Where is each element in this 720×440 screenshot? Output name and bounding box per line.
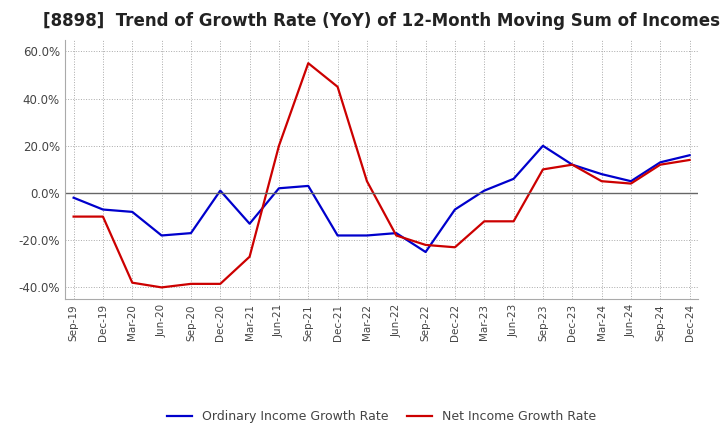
Ordinary Income Growth Rate	[480, 188, 489, 193]
Ordinary Income Growth Rate	[333, 233, 342, 238]
Ordinary Income Growth Rate	[568, 162, 577, 167]
Net Income Growth Rate	[274, 143, 283, 148]
Ordinary Income Growth Rate	[128, 209, 137, 215]
Net Income Growth Rate	[480, 219, 489, 224]
Ordinary Income Growth Rate	[99, 207, 107, 212]
Ordinary Income Growth Rate	[685, 153, 694, 158]
Net Income Growth Rate	[626, 181, 635, 186]
Net Income Growth Rate	[568, 162, 577, 167]
Ordinary Income Growth Rate	[598, 172, 606, 177]
Net Income Growth Rate	[128, 280, 137, 285]
Ordinary Income Growth Rate	[216, 188, 225, 193]
Net Income Growth Rate	[216, 281, 225, 286]
Net Income Growth Rate	[656, 162, 665, 167]
Net Income Growth Rate	[392, 233, 400, 238]
Net Income Growth Rate	[363, 179, 372, 184]
Ordinary Income Growth Rate	[363, 233, 372, 238]
Net Income Growth Rate	[509, 219, 518, 224]
Net Income Growth Rate	[69, 214, 78, 219]
Legend: Ordinary Income Growth Rate, Net Income Growth Rate: Ordinary Income Growth Rate, Net Income …	[162, 405, 601, 428]
Ordinary Income Growth Rate	[246, 221, 254, 226]
Ordinary Income Growth Rate	[539, 143, 547, 148]
Net Income Growth Rate	[451, 245, 459, 250]
Net Income Growth Rate	[246, 254, 254, 259]
Ordinary Income Growth Rate	[421, 249, 430, 255]
Ordinary Income Growth Rate	[157, 233, 166, 238]
Ordinary Income Growth Rate	[69, 195, 78, 200]
Net Income Growth Rate	[186, 281, 195, 286]
Ordinary Income Growth Rate	[509, 176, 518, 181]
Ordinary Income Growth Rate	[656, 160, 665, 165]
Ordinary Income Growth Rate	[274, 186, 283, 191]
Net Income Growth Rate	[539, 167, 547, 172]
Line: Ordinary Income Growth Rate: Ordinary Income Growth Rate	[73, 146, 690, 252]
Title: [8898]  Trend of Growth Rate (YoY) of 12-Month Moving Sum of Incomes: [8898] Trend of Growth Rate (YoY) of 12-…	[43, 12, 720, 30]
Ordinary Income Growth Rate	[451, 207, 459, 212]
Net Income Growth Rate	[598, 179, 606, 184]
Net Income Growth Rate	[685, 158, 694, 163]
Net Income Growth Rate	[421, 242, 430, 248]
Net Income Growth Rate	[99, 214, 107, 219]
Net Income Growth Rate	[157, 285, 166, 290]
Ordinary Income Growth Rate	[392, 231, 400, 236]
Ordinary Income Growth Rate	[186, 231, 195, 236]
Ordinary Income Growth Rate	[626, 179, 635, 184]
Net Income Growth Rate	[304, 61, 312, 66]
Ordinary Income Growth Rate	[304, 183, 312, 189]
Net Income Growth Rate	[333, 84, 342, 89]
Line: Net Income Growth Rate: Net Income Growth Rate	[73, 63, 690, 287]
